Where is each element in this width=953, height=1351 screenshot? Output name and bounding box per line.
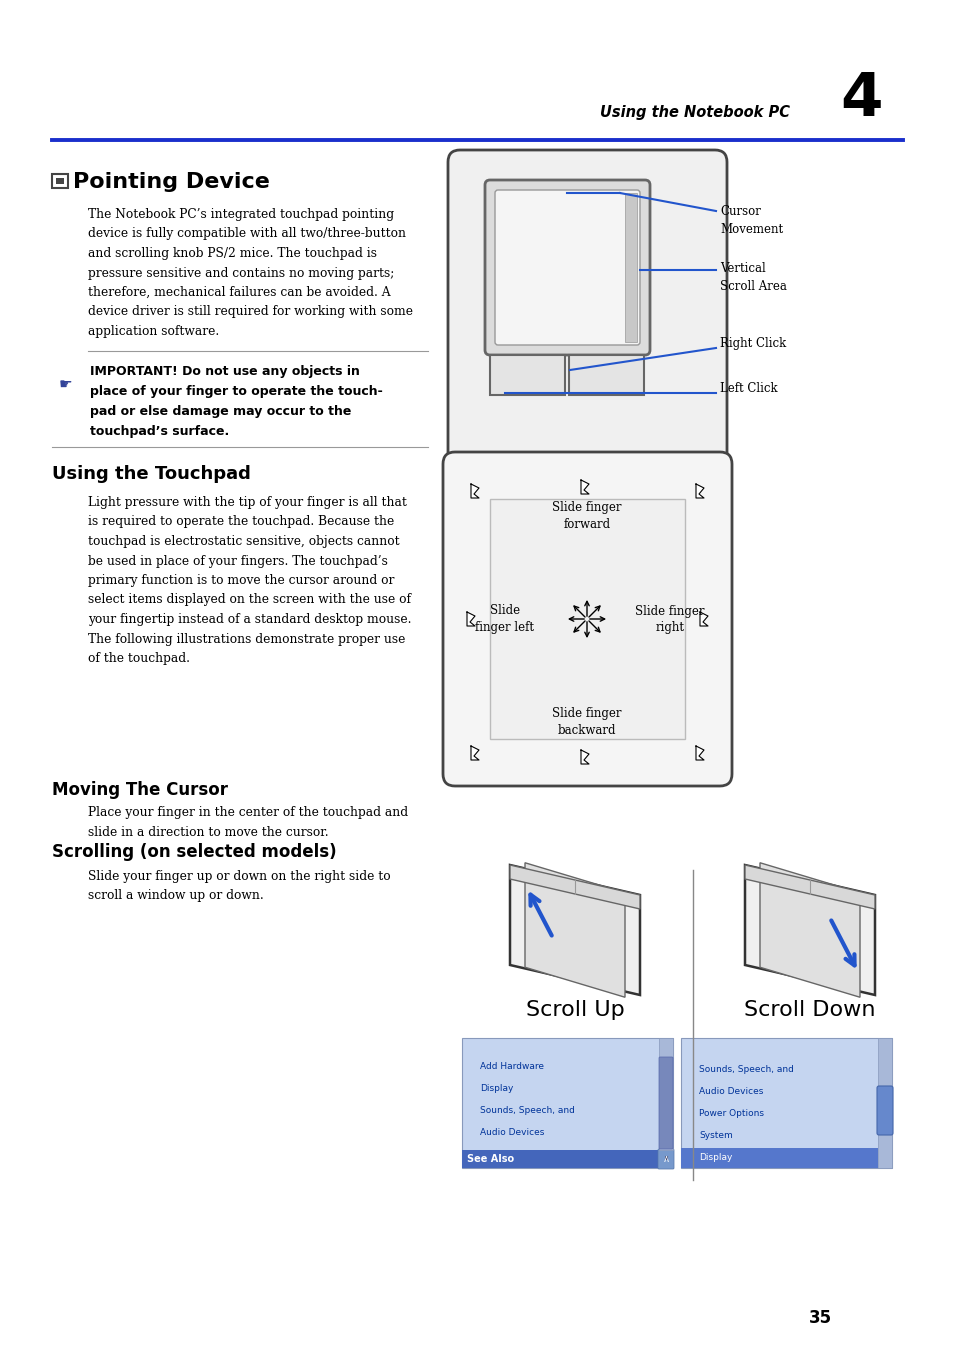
Bar <box>624 193 637 342</box>
Text: Slide your finger up or down on the right side to: Slide your finger up or down on the righ… <box>88 870 390 884</box>
Text: scroll a window up or down.: scroll a window up or down. <box>88 889 263 902</box>
Polygon shape <box>467 612 475 626</box>
Text: 4: 4 <box>840 70 882 130</box>
Text: device driver is still required for working with some: device driver is still required for work… <box>88 305 413 319</box>
Text: Display: Display <box>479 1084 513 1093</box>
Text: touchpad’s surface.: touchpad’s surface. <box>90 426 229 438</box>
Text: place of your finger to operate the touch-: place of your finger to operate the touc… <box>90 385 382 399</box>
Polygon shape <box>524 863 624 997</box>
Text: application software.: application software. <box>88 326 219 338</box>
Text: your fingertip instead of a standard desktop mouse.: your fingertip instead of a standard des… <box>88 613 411 626</box>
Polygon shape <box>580 480 588 494</box>
Text: Cursor
Movement: Cursor Movement <box>720 205 782 236</box>
Text: Power Options: Power Options <box>699 1109 763 1119</box>
Text: primary function is to move the cursor around or: primary function is to move the cursor a… <box>88 574 394 586</box>
FancyBboxPatch shape <box>448 150 726 480</box>
Bar <box>568 355 643 394</box>
Text: Using the Notebook PC: Using the Notebook PC <box>599 104 789 119</box>
Bar <box>461 1150 659 1169</box>
Text: Sounds, Speech, and: Sounds, Speech, and <box>479 1106 575 1115</box>
FancyBboxPatch shape <box>495 190 639 345</box>
Polygon shape <box>580 750 588 765</box>
Text: Light pressure with the tip of your finger is all that: Light pressure with the tip of your fing… <box>88 496 406 509</box>
Polygon shape <box>700 612 707 626</box>
Bar <box>56 178 64 184</box>
Text: ☛: ☛ <box>59 377 72 392</box>
Polygon shape <box>510 865 639 994</box>
Text: Using the Touchpad: Using the Touchpad <box>52 465 251 484</box>
Polygon shape <box>744 865 874 994</box>
Text: select items displayed on the screen with the use of: select items displayed on the screen wit… <box>88 593 411 607</box>
Text: therefore, mechanical failures can be avoided. A: therefore, mechanical failures can be av… <box>88 286 390 299</box>
Text: Slide finger
right: Slide finger right <box>635 604 704 634</box>
Text: device is fully compatible with all two/three-button: device is fully compatible with all two/… <box>88 227 406 240</box>
Text: Pointing Device: Pointing Device <box>73 172 270 192</box>
Text: IMPORTANT! Do not use any objects in: IMPORTANT! Do not use any objects in <box>90 365 359 378</box>
Text: touchpad is electrostatic sensitive, objects cannot: touchpad is electrostatic sensitive, obj… <box>88 535 399 549</box>
Text: ∧: ∧ <box>661 1154 669 1165</box>
Text: Add Hardware: Add Hardware <box>479 1062 543 1071</box>
Text: Sounds, Speech, and: Sounds, Speech, and <box>699 1065 793 1074</box>
Bar <box>680 1148 877 1169</box>
Polygon shape <box>760 863 859 997</box>
Text: Right Click: Right Click <box>720 338 785 350</box>
Polygon shape <box>696 746 703 761</box>
Text: System: System <box>699 1131 732 1140</box>
Text: Scroll Up: Scroll Up <box>525 1000 623 1020</box>
Text: Slide
finger left: Slide finger left <box>475 604 534 634</box>
Text: Place your finger in the center of the touchpad and: Place your finger in the center of the t… <box>88 807 408 819</box>
Bar <box>680 1038 891 1169</box>
Bar <box>461 1038 672 1169</box>
FancyBboxPatch shape <box>442 453 731 786</box>
FancyBboxPatch shape <box>876 1086 892 1135</box>
Polygon shape <box>744 865 874 909</box>
Text: Scrolling (on selected models): Scrolling (on selected models) <box>52 843 336 861</box>
Text: Slide finger
backward: Slide finger backward <box>552 708 621 736</box>
FancyBboxPatch shape <box>659 1056 672 1148</box>
Polygon shape <box>510 865 639 909</box>
Bar <box>659 1038 672 1150</box>
Text: Left Click: Left Click <box>720 382 777 396</box>
Bar <box>877 1038 891 1169</box>
Text: Audio Devices: Audio Devices <box>699 1088 762 1096</box>
Bar <box>52 174 68 188</box>
Text: 35: 35 <box>807 1309 831 1327</box>
FancyBboxPatch shape <box>484 180 649 355</box>
Text: slide in a direction to move the cursor.: slide in a direction to move the cursor. <box>88 825 328 839</box>
Text: pad or else damage may occur to the: pad or else damage may occur to the <box>90 405 351 417</box>
Text: Scroll Down: Scroll Down <box>743 1000 875 1020</box>
Text: See Also: See Also <box>467 1154 514 1165</box>
Text: The Notebook PC’s integrated touchpad pointing: The Notebook PC’s integrated touchpad po… <box>88 208 394 222</box>
Text: The following illustrations demonstrate proper use: The following illustrations demonstrate … <box>88 632 405 646</box>
Bar <box>490 355 564 394</box>
Text: Vertical
Scroll Area: Vertical Scroll Area <box>720 262 786 293</box>
Text: Display: Display <box>699 1154 732 1162</box>
Text: Audio Devices: Audio Devices <box>479 1128 544 1138</box>
Polygon shape <box>696 484 703 499</box>
Polygon shape <box>471 746 478 761</box>
FancyBboxPatch shape <box>658 1148 673 1169</box>
Text: pressure sensitive and contains no moving parts;: pressure sensitive and contains no movin… <box>88 266 394 280</box>
Text: is required to operate the touchpad. Because the: is required to operate the touchpad. Bec… <box>88 516 394 528</box>
Text: of the touchpad.: of the touchpad. <box>88 653 190 665</box>
Text: and scrolling knob PS/2 mice. The touchpad is: and scrolling knob PS/2 mice. The touchp… <box>88 247 376 259</box>
FancyBboxPatch shape <box>490 499 684 739</box>
Polygon shape <box>471 484 478 499</box>
Text: Moving The Cursor: Moving The Cursor <box>52 781 228 798</box>
Text: be used in place of your fingers. The touchpad’s: be used in place of your fingers. The to… <box>88 554 388 567</box>
Text: Slide finger
forward: Slide finger forward <box>552 501 621 531</box>
Text: ∨: ∨ <box>662 1155 668 1161</box>
